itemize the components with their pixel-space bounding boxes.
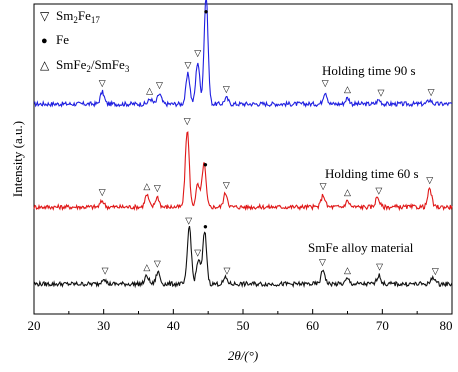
peak-marker: ▽ [156, 80, 163, 90]
x-tick-label: 70 [376, 318, 389, 333]
x-tick-label: 40 [167, 318, 180, 333]
series-label-alloy: SmFe alloy material [308, 240, 414, 255]
peak-marker: ▽ [154, 259, 161, 269]
x-tick-label: 30 [97, 318, 110, 333]
peak-marker: △ [146, 85, 153, 95]
x-axis-label: 2θ/(°) [228, 348, 258, 363]
peak-marker: ▽ [99, 187, 106, 197]
x-tick-label: 50 [237, 318, 250, 333]
legend-symbol-fe: ● [41, 35, 48, 47]
peak-marker: ▽ [194, 48, 201, 58]
tick-layer: 20 30 40 50 60 70 80 [28, 309, 453, 333]
peak-marker: ▽ [102, 265, 109, 275]
peak-marker: ▽ [426, 175, 433, 185]
series-line-1 [33, 131, 453, 212]
peak-marker: ▽ [184, 116, 191, 126]
x-tick-label: 80 [440, 318, 453, 333]
series-layer [33, 0, 453, 289]
marker-layer: ▽△▽▽▽●▽▽△ ▽ ▽▽△ ▽▽●▽ ▽△ ▽▽▽ △ ▽▽▽●▽▽△ ▽ ▽ [99, 7, 439, 276]
peak-marker: ▽ [432, 266, 439, 276]
plot-frame [33, 3, 453, 315]
peak-marker: ▽ [377, 88, 384, 98]
peak-marker: ▽ [185, 216, 192, 226]
peak-marker: △ [344, 187, 351, 197]
peak-marker: ▽ [224, 265, 231, 275]
peak-marker: ▽ [185, 60, 192, 70]
legend-symbol-smfe2-smfe3: △ [40, 58, 50, 72]
peak-marker: △ [143, 262, 150, 272]
peak-marker: △ [344, 265, 351, 275]
legend-label-sm2fe17: Sm2Fe17 [56, 8, 100, 25]
peak-marker: ● [203, 222, 208, 231]
peak-marker: ▽ [154, 183, 161, 193]
legend-symbol-sm2fe17: ▽ [40, 9, 50, 23]
peak-marker: ● [204, 7, 209, 16]
peak-marker: ▽ [99, 78, 106, 88]
legend-label-smfe2-smfe3: SmFe2/SmFe3 [56, 57, 130, 74]
peak-marker: ▽ [223, 180, 230, 190]
x-tick-label: 20 [28, 318, 41, 333]
peak-marker: △ [143, 181, 150, 191]
series-line-0 [33, 0, 453, 108]
peak-marker: ▽ [428, 87, 435, 97]
y-axis-label: Intensity (a.u.) [10, 121, 25, 197]
peak-marker: ▽ [320, 181, 327, 191]
peak-marker: ▽ [375, 185, 382, 195]
legend-label-fe: Fe [56, 32, 69, 47]
legend: ▽ Sm2Fe17 ● Fe △ SmFe2/SmFe3 [40, 8, 130, 74]
peak-marker: ▽ [322, 78, 329, 88]
series-label-60s: Holding time 60 s [325, 166, 419, 181]
peak-marker: ● [203, 160, 208, 169]
series-line-2 [33, 225, 453, 289]
peak-marker: △ [344, 84, 351, 94]
x-tick-label: 60 [306, 318, 319, 333]
peak-marker: ▽ [376, 262, 383, 272]
peak-marker: ▽ [319, 257, 326, 267]
series-label-90s: Holding time 90 s [322, 63, 416, 78]
peak-marker: ▽ [223, 84, 230, 94]
peak-marker: ▽ [194, 247, 201, 257]
